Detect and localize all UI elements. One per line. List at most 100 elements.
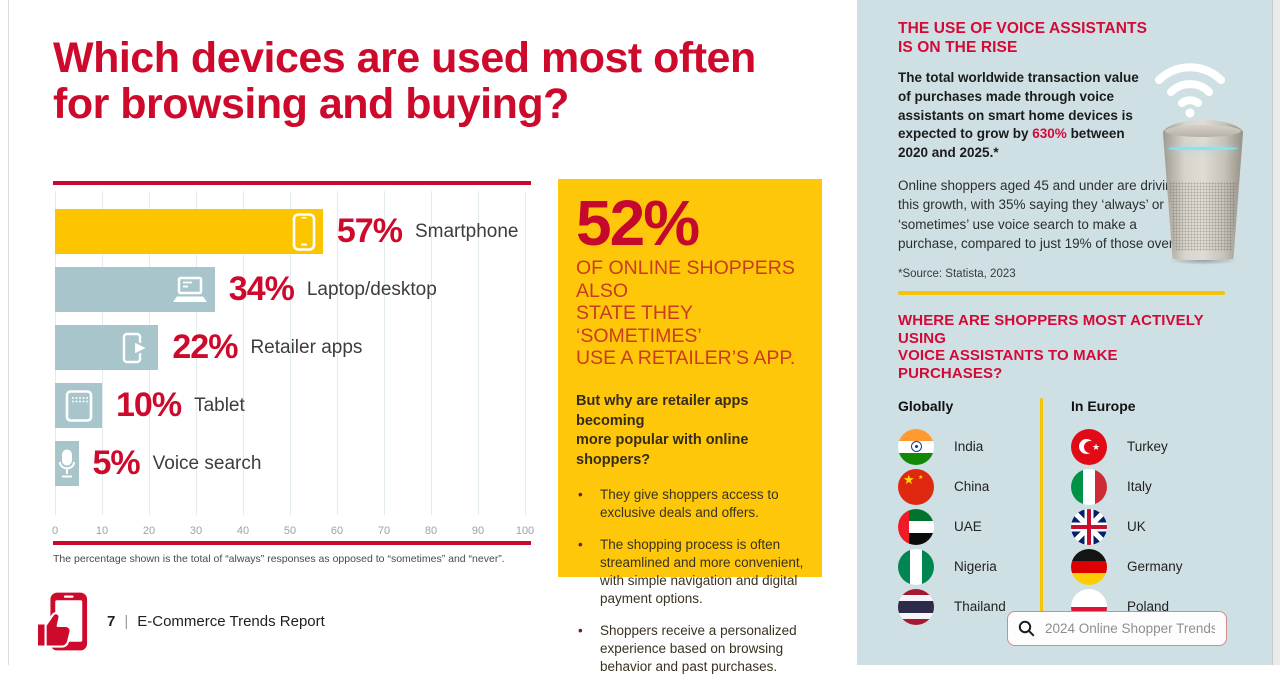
bullet-item: Shoppers receive a personalized experien… — [576, 622, 804, 676]
country-label: Turkey — [1127, 439, 1168, 454]
purchases-heading-line1: WHERE ARE SHOPPERS MOST ACTIVELY USING — [898, 312, 1226, 347]
speaker-mesh — [1169, 182, 1236, 251]
thailand-flag-icon — [898, 589, 934, 625]
stat-caption-line2: STATE THEY ‘SOMETIMES’ — [576, 302, 804, 347]
axis-tick-label: 80 — [425, 525, 437, 537]
italy-flag-icon — [1071, 469, 1107, 505]
page-title-line2: for browsing and buying? — [53, 82, 756, 128]
bar-value-label: 5% — [93, 444, 140, 483]
stat-value: 52% — [576, 191, 804, 255]
sidebar-heading-line1: THE USE OF VOICE ASSISTANTS — [898, 20, 1226, 39]
axis-tick-label: 70 — [378, 525, 390, 537]
axis-tick-label: 100 — [516, 525, 534, 537]
country-row: China — [898, 467, 1040, 507]
device-usage-chart: 57% Smartphone 34% Laptop/desktop — [53, 181, 531, 545]
bar-value-label: 10% — [116, 386, 181, 425]
axis-tick-label: 0 — [52, 525, 58, 537]
stat-caption-line3: USE A RETAILER’S APP. — [576, 347, 804, 370]
source-note: *Source: Statista, 2023 — [898, 268, 1226, 280]
bar-voice-search — [55, 441, 79, 486]
sidebar-lead-paragraph: The total worldwide transaction value of… — [898, 69, 1150, 163]
bar-retailer-apps — [55, 325, 158, 370]
india-flag-icon — [898, 429, 934, 465]
bar-row-smartphone: 57% Smartphone — [55, 209, 525, 254]
search-box[interactable] — [1007, 611, 1227, 646]
bar-category-label: Smartphone — [415, 221, 519, 243]
country-label: Germany — [1127, 559, 1183, 574]
speaker-cap — [1165, 125, 1240, 137]
turkey-star: ★ — [1092, 442, 1100, 453]
grid-line — [525, 191, 526, 515]
axis-tick-label: 90 — [472, 525, 484, 537]
bar-smartphone — [55, 209, 323, 254]
footer-text: 7 | E-Commerce Trends Report — [107, 613, 325, 630]
country-label: China — [954, 479, 989, 494]
germany-flag-icon — [1071, 549, 1107, 585]
nigeria-flag-icon — [898, 549, 934, 585]
microphone-icon — [58, 449, 75, 479]
axis-tick-label: 60 — [331, 525, 343, 537]
bar-tablet — [55, 383, 102, 428]
bar-value-label: 57% — [337, 212, 402, 251]
sidebar-body-paragraph: Online shoppers aged 45 and under are dr… — [898, 176, 1198, 253]
bar-category-label: Retailer apps — [250, 337, 362, 359]
axis-tick-label: 20 — [143, 525, 155, 537]
bar-value-label: 34% — [229, 270, 294, 309]
page-number: 7 — [107, 613, 115, 630]
country-row: ★ Turkey — [1071, 427, 1183, 467]
purchases-heading-line2: VOICE ASSISTANTS TO MAKE PURCHASES? — [898, 347, 1226, 382]
turkey-flag-icon: ★ — [1071, 429, 1107, 465]
retailer-app-icon — [120, 332, 151, 363]
column-header-globally: Globally — [898, 398, 1040, 414]
footer-separator: | — [124, 613, 128, 630]
highlight-bullet-list: They give shoppers access to exclusive d… — [576, 486, 804, 676]
smartphone-icon — [292, 212, 316, 251]
bar-value-label: 22% — [172, 328, 237, 367]
smart-speaker-image — [1162, 120, 1244, 260]
page-title: Which devices are used most often for br… — [53, 36, 756, 127]
country-row: India — [898, 427, 1040, 467]
axis-tick-label: 50 — [284, 525, 296, 537]
country-row: UAE — [898, 507, 1040, 547]
highlight-question-line1: But why are retailer apps becoming — [576, 392, 804, 431]
bar-laptop — [55, 267, 215, 312]
chart-bottom-rule — [53, 541, 531, 545]
china-flag-icon — [898, 469, 934, 505]
uk-flag-icon — [1071, 509, 1107, 545]
lead-highlight: 630% — [1032, 126, 1067, 141]
page-edge-right — [1272, 0, 1280, 665]
page-edge-left — [8, 0, 9, 665]
stat-caption-line1: OF ONLINE SHOPPERS ALSO — [576, 257, 804, 302]
bar-row-voice-search: 5% Voice search — [55, 441, 525, 486]
bar-row-laptop: 34% Laptop/desktop — [55, 267, 525, 312]
page-title-line1: Which devices are used most often — [53, 36, 756, 82]
country-row: Nigeria — [898, 547, 1040, 587]
sidebar-heading-purchases: WHERE ARE SHOPPERS MOST ACTIVELY USING V… — [898, 312, 1226, 383]
country-columns: Globally India China UAE Nigeria Thailan… — [898, 398, 1226, 627]
country-row: UK — [1071, 507, 1183, 547]
country-label: UK — [1127, 519, 1146, 534]
bullet-item: They give shoppers access to exclusive d… — [576, 486, 804, 522]
wifi-icon — [1151, 53, 1229, 124]
bar-category-label: Tablet — [194, 395, 245, 417]
country-label: UAE — [954, 519, 982, 534]
page-footer: 7 | E-Commerce Trends Report — [35, 591, 325, 652]
search-input[interactable] — [1045, 621, 1215, 636]
report-name: E-Commerce Trends Report — [137, 613, 325, 630]
bar-category-label: Voice search — [153, 453, 262, 475]
highlight-question: But why are retailer apps becoming more … — [576, 392, 804, 470]
axis-tick-label: 30 — [190, 525, 202, 537]
country-label: Thailand — [954, 599, 1006, 614]
chart-bars: 57% Smartphone 34% Laptop/desktop — [55, 209, 525, 499]
sidebar: THE USE OF VOICE ASSISTANTS IS ON THE RI… — [857, 0, 1272, 665]
tablet-icon — [65, 389, 93, 422]
column-header-europe: In Europe — [1071, 398, 1183, 414]
bar-category-label: Laptop/desktop — [307, 279, 437, 301]
bar-row-tablet: 10% Tablet — [55, 383, 525, 428]
chart-footnote: The percentage shown is the total of “al… — [53, 553, 553, 565]
search-icon — [1018, 620, 1035, 637]
country-row: Italy — [1071, 467, 1183, 507]
phone-thumbs-up-icon — [35, 591, 89, 652]
highlight-question-line2: more popular with online shoppers? — [576, 431, 804, 470]
